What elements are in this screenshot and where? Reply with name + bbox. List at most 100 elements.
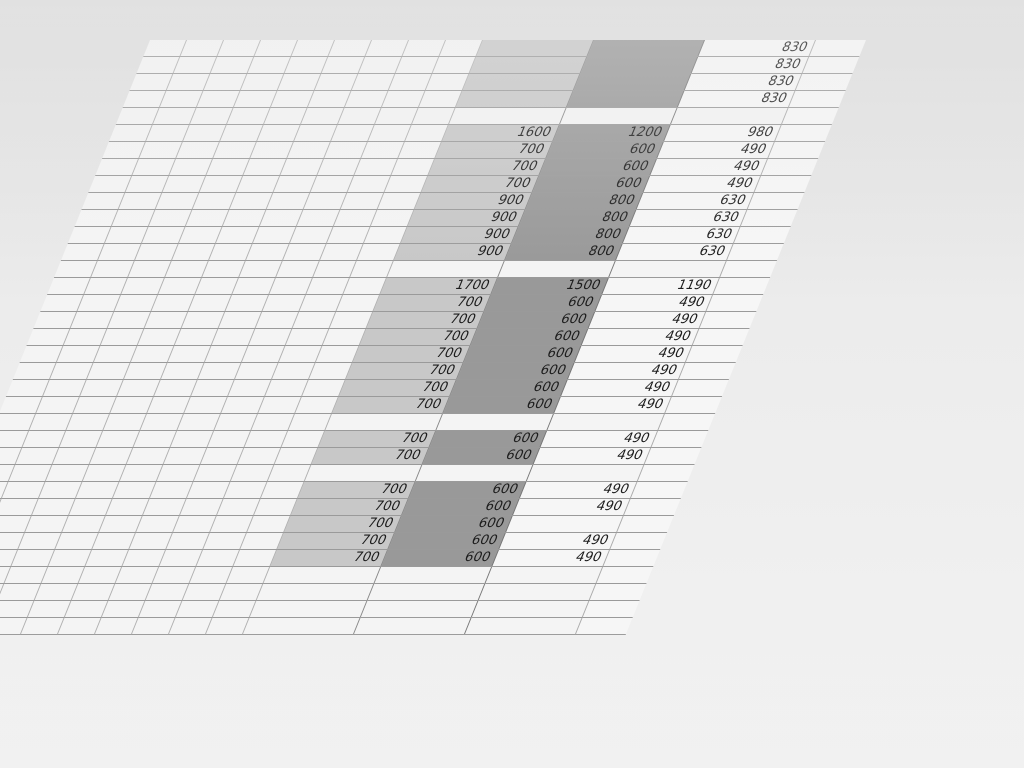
table-row: 700 600 490 [33, 311, 757, 329]
empty-cell [484, 566, 603, 584]
empty-cell [609, 532, 668, 550]
table-row: 700 600 490 [95, 158, 819, 176]
value-cell-c: 490 [594, 294, 713, 312]
empty-cell [740, 209, 798, 227]
table-row: 900 800 630 [60, 243, 784, 261]
empty-cell [747, 192, 805, 210]
value-cell-a: 700 [352, 345, 471, 363]
empty-cell [637, 464, 695, 482]
value-cell-a [462, 73, 580, 91]
value-cell-b: 600 [545, 141, 664, 159]
empty-cell [415, 464, 533, 482]
empty-cell [497, 260, 616, 278]
value-cell-a [468, 56, 587, 74]
value-cell-b: 600 [380, 549, 499, 567]
empty-cell [705, 294, 764, 312]
value-cell-b: 600 [421, 447, 540, 465]
spacer-row [54, 260, 777, 278]
empty-cell [367, 583, 485, 601]
value-cell-a: 1600 [441, 124, 560, 142]
table-row: 830 [122, 90, 846, 108]
value-cell-b: 600 [387, 532, 506, 550]
value-cell-c: 490 [519, 481, 638, 499]
value-cell-c: 490 [539, 430, 658, 448]
value-cell-c: 490 [553, 396, 672, 414]
table-row: 700 600 490 [26, 328, 750, 346]
table-row: 700 600 490 [0, 447, 702, 465]
table-row: 700 600 490 [0, 498, 681, 516]
value-cell-b: 600 [442, 396, 561, 414]
value-cell-c: 630 [622, 226, 741, 244]
value-cell-a [475, 40, 594, 57]
table-row: 1700 1500 1190 [47, 277, 771, 295]
value-cell-b: 600 [531, 175, 650, 193]
value-cell-c: 490 [532, 447, 651, 465]
empty-cell [630, 481, 688, 499]
table-row: 700 600 490 [19, 345, 743, 363]
value-cell-c: 630 [629, 209, 748, 227]
value-cell-a: 900 [393, 243, 512, 261]
empty-cell [575, 617, 633, 635]
spreadsheet-page: 830 830 830 830 1600 1200 980 700 600 490 700 600 49… [0, 40, 866, 635]
table-row: 900 800 630 [67, 226, 791, 244]
value-cell-c: 830 [684, 73, 802, 91]
table-row: 700 600 490 [0, 396, 722, 414]
spacer-row [0, 617, 633, 635]
value-cell-c: 830 [677, 90, 796, 108]
spacer-row [0, 413, 716, 431]
empty-cell [360, 600, 479, 618]
empty-cell [526, 464, 644, 482]
empty-cell [795, 73, 853, 91]
value-cell-c: 490 [649, 158, 768, 176]
value-cell-c [505, 515, 624, 533]
empty-cell [774, 124, 832, 142]
empty-cell [471, 600, 590, 618]
value-cell-b: 800 [525, 192, 643, 210]
empty-cell [692, 328, 750, 346]
empty-cell [595, 566, 654, 584]
value-cell-b: 600 [401, 498, 520, 516]
empty-cell [616, 515, 674, 533]
table-row: 900 800 630 [81, 192, 805, 210]
value-cell-b: 600 [476, 311, 595, 329]
table-row: 900 800 630 [74, 209, 798, 227]
value-cell-c: 490 [642, 175, 761, 193]
value-cell-c: 490 [498, 532, 617, 550]
value-cell-b [566, 90, 685, 108]
empty-cell [719, 260, 777, 278]
value-cell-a: 700 [420, 175, 539, 193]
value-cell-b: 1200 [552, 124, 671, 142]
spacer-row [0, 464, 695, 482]
table-row: 830 [143, 40, 866, 57]
value-cell-a: 900 [400, 226, 519, 244]
value-cell-b: 600 [408, 481, 527, 499]
value-cell-a: 700 [283, 515, 402, 533]
value-cell-a [455, 90, 574, 108]
table-row: 1600 1200 980 [108, 124, 832, 142]
value-cell-a: 700 [372, 294, 491, 312]
table-row: 700 600 490 [102, 141, 825, 159]
table-row: 700 600 490 [0, 430, 709, 448]
empty-cell [678, 362, 736, 380]
value-cell-b [586, 40, 705, 57]
value-cell-c: 490 [512, 498, 631, 516]
value-cell-c: 630 [615, 243, 734, 261]
table-row: 700 600 490 [0, 532, 668, 550]
empty-cell [448, 107, 567, 125]
value-cell-c: 490 [491, 549, 610, 567]
value-cell-a: 1700 [379, 277, 498, 295]
value-cell-b: 600 [456, 362, 575, 380]
empty-cell [712, 277, 771, 295]
empty-cell [559, 107, 678, 125]
value-cell-a: 700 [427, 158, 546, 176]
value-cell-b: 600 [463, 345, 582, 363]
empty-cell [242, 617, 361, 635]
empty-cell [801, 56, 860, 74]
empty-cell [249, 600, 368, 618]
spacer-row [0, 566, 654, 584]
value-cell-c: 490 [656, 141, 775, 159]
value-cell-a: 700 [317, 430, 436, 448]
table-row: 700 600 490 [5, 379, 729, 397]
empty-cell [698, 311, 757, 329]
